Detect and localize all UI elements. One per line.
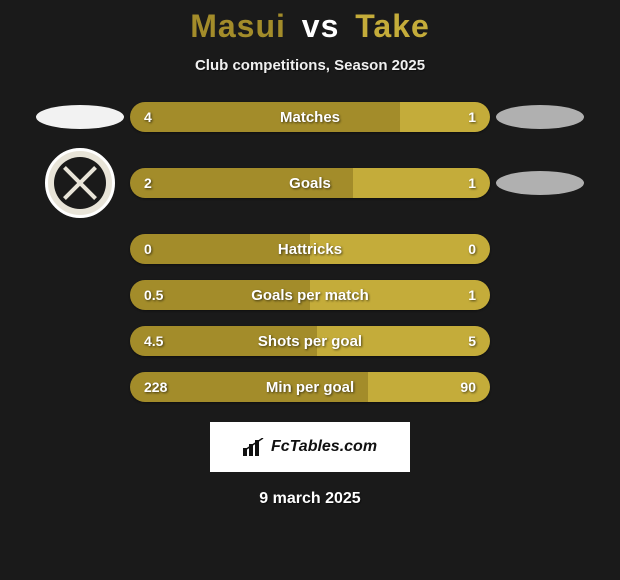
player1-name: Masui (190, 8, 286, 44)
left-icon-slot (30, 372, 130, 402)
stat-bar: 22890Min per goal (130, 372, 490, 402)
club-crest-icon (45, 148, 115, 218)
bar-left-segment (130, 102, 400, 132)
right-value: 90 (460, 372, 476, 402)
page-title: Masui vs Take (0, 8, 620, 45)
left-icon-slot (30, 234, 130, 264)
player2-ellipse-icon (496, 171, 584, 195)
left-value: 4 (144, 102, 152, 132)
left-value: 0 (144, 234, 152, 264)
bar-right-segment (400, 102, 490, 132)
stat-row: 4.55Shots per goal (0, 326, 620, 356)
left-value: 2 (144, 168, 152, 198)
left-value: 0.5 (144, 280, 163, 310)
stat-row: 00Hattricks (0, 234, 620, 264)
right-value: 1 (468, 168, 476, 198)
subtitle: Club competitions, Season 2025 (0, 57, 620, 74)
bar-right-segment (317, 326, 490, 356)
left-value: 228 (144, 372, 167, 402)
chart-icon (243, 438, 265, 456)
left-icon-slot (30, 102, 130, 132)
stat-bar: 41Matches (130, 102, 490, 132)
bar-right-segment (310, 280, 490, 310)
brand-text: FcTables.com (271, 438, 377, 456)
vs-label: vs (302, 8, 340, 44)
left-value: 4.5 (144, 326, 163, 356)
right-icon-slot (490, 280, 590, 310)
right-icon-slot (490, 326, 590, 356)
stat-bar: 0.51Goals per match (130, 280, 490, 310)
right-icon-slot (490, 102, 590, 132)
bar-left-segment (130, 168, 353, 198)
stat-bar: 4.55Shots per goal (130, 326, 490, 356)
right-icon-slot (490, 234, 590, 264)
date-label: 9 march 2025 (0, 490, 620, 508)
player1-ellipse-icon (36, 105, 124, 129)
left-icon-slot (30, 148, 130, 218)
right-value: 1 (468, 280, 476, 310)
right-icon-slot (490, 372, 590, 402)
left-icon-slot (30, 326, 130, 356)
bar-right-segment (310, 234, 490, 264)
stat-bar: 00Hattricks (130, 234, 490, 264)
stat-bar: 21Goals (130, 168, 490, 198)
stat-row: 0.51Goals per match (0, 280, 620, 310)
stat-row: 21Goals (0, 148, 620, 218)
right-value: 5 (468, 326, 476, 356)
right-icon-slot (490, 168, 590, 198)
brand-box: FcTables.com (210, 422, 410, 472)
right-value: 1 (468, 102, 476, 132)
left-icon-slot (30, 280, 130, 310)
stats-rows: 41Matches21Goals00Hattricks0.51Goals per… (0, 102, 620, 402)
right-value: 0 (468, 234, 476, 264)
player2-name: Take (355, 8, 430, 44)
bar-left-segment (130, 234, 310, 264)
stat-row: 22890Min per goal (0, 372, 620, 402)
stat-row: 41Matches (0, 102, 620, 132)
player2-ellipse-icon (496, 105, 584, 129)
